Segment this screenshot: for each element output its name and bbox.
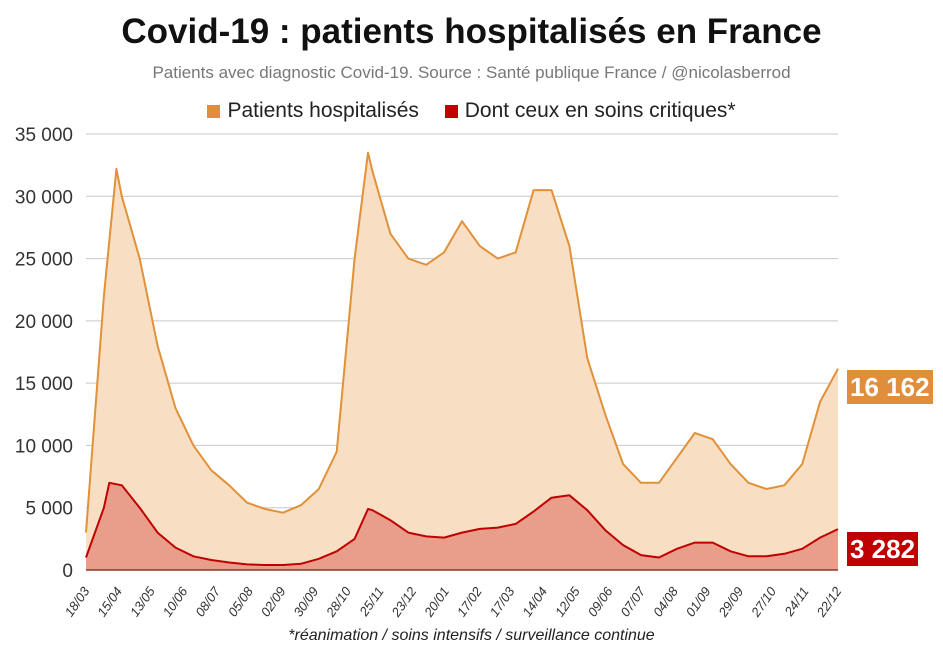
- x-tick-label: 15/04: [94, 584, 125, 619]
- x-tick-label: 09/06: [585, 583, 616, 619]
- legend-item-critical: Dont ceux en soins critiques*: [444, 99, 736, 123]
- y-tick-label: 15 000: [15, 374, 73, 395]
- legend: Patients hospitalisés Dont ceux en soins…: [0, 99, 943, 124]
- x-tick-label: 25/11: [356, 584, 387, 619]
- last-value-hospitalised: 16 162: [847, 370, 933, 404]
- legend-swatch-critical: [444, 104, 458, 118]
- y-tick-label: 10 000: [15, 436, 73, 457]
- x-tick-label: 10/06: [160, 583, 191, 619]
- x-tick-label: 01/09: [683, 584, 714, 619]
- chart-subtitle: Patients avec diagnostic Covid-19. Sourc…: [152, 63, 791, 82]
- x-tick-label: 13/05: [127, 583, 158, 619]
- y-tick-label: 25 000: [15, 250, 73, 271]
- x-tick-label: 05/08: [225, 583, 256, 619]
- x-tick-label: 04/08: [650, 583, 681, 619]
- x-tick-label: 20/01: [421, 584, 453, 620]
- y-tick-label: 35 000: [15, 125, 73, 146]
- x-tick-label: 24/11: [781, 584, 812, 619]
- y-tick-label: 30 000: [15, 187, 73, 208]
- area-critical: [86, 482, 838, 570]
- x-tick-label: 27/10: [748, 583, 780, 620]
- footnote: *réanimation / soins intensifs / surveil…: [288, 627, 655, 644]
- x-tick-label: 28/10: [322, 583, 354, 620]
- x-tick-label: 29/09: [715, 584, 747, 620]
- legend-item-hospitalised: Patients hospitalisés: [207, 99, 419, 123]
- x-tick-label: 12/05: [552, 583, 583, 619]
- line-hospitalised: [85, 151, 839, 533]
- legend-label: Patients hospitalisés: [227, 99, 419, 122]
- y-tick-label: 5 000: [25, 499, 73, 520]
- y-tick-label: 0: [62, 561, 73, 582]
- x-tick-label: 23/12: [388, 583, 420, 620]
- legend-swatch-hospitalised: [207, 104, 221, 118]
- area-hospitalised: [86, 152, 838, 570]
- x-tick-label: 30/09: [290, 584, 321, 619]
- x-tick-label: 17/02: [454, 583, 485, 619]
- x-tick-label: 14/04: [519, 584, 550, 619]
- line-critical: [85, 481, 839, 566]
- x-tick-label: 07/07: [617, 583, 648, 619]
- x-tick-label: 22/12: [813, 583, 845, 620]
- x-tick-label: 08/07: [192, 583, 223, 619]
- chart-title: Covid-19 : patients hospitalisés en Fran…: [121, 12, 822, 51]
- legend-label: Dont ceux en soins critiques*: [464, 99, 736, 122]
- y-tick-label: 20 000: [15, 312, 73, 333]
- x-tick-label: 18/03: [62, 583, 93, 619]
- x-tick-label: 02/09: [258, 584, 289, 619]
- x-tick-label: 17/03: [487, 583, 518, 619]
- last-value-critical: 3 282: [847, 532, 919, 566]
